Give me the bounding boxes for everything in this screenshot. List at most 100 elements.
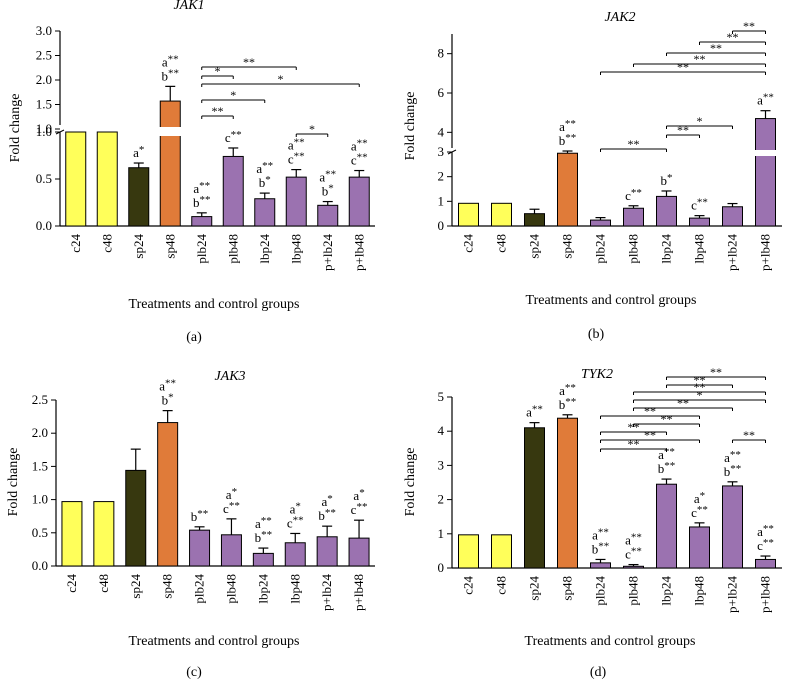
comparison-stars: ** [710,365,722,379]
x-axis-label: Treatments and control groups [525,634,696,649]
stars: ** [294,137,305,149]
significance-letter: a* [290,500,301,516]
x-tick-label: lbp24 [659,576,674,606]
bar-c48 [491,534,512,569]
comparison-stars: ** [644,428,656,442]
y-tick-label: 0.5 [36,171,52,186]
significance-letter: a* [694,490,705,506]
x-tick-label: sp48 [560,234,575,259]
x-tick-label: plb48 [626,234,641,264]
x-tick-label: plb48 [626,576,641,606]
letter: a [694,491,700,506]
comparison-stars: ** [694,52,706,66]
stars: * [328,183,334,195]
stars: ** [231,129,242,141]
letter: a [193,181,199,196]
significance-letter: a* [322,493,333,509]
bar-lbp24 [656,195,677,227]
x-tick-label: lbp48 [288,234,303,264]
y-axis-label: Fold change [403,92,418,161]
significance-letter: c** [351,501,368,517]
letter: b [191,509,198,524]
letter: a [290,501,296,516]
bar-lbp24 [254,198,276,227]
panel-label: (a) [186,330,202,345]
letter: b [658,461,665,476]
letter: c [288,152,294,167]
x-tick-label: c48 [494,234,509,253]
letter: b [318,508,325,523]
panel-d: TYK2 Treatments and control groups Fold … [403,365,782,680]
stars: ** [664,460,675,472]
significance-letter: b** [592,540,610,556]
comparison-stars: ** [212,104,224,118]
stars: * [359,487,365,499]
stars: ** [697,197,708,209]
x-tick-label: sp24 [527,576,542,601]
bar-lbp48 [285,176,307,227]
y-tick-label: 5 [438,389,445,404]
letter: b [259,175,266,190]
bar-plb24 [189,529,211,567]
letter: a [255,516,261,531]
comparison-stars: * [697,388,703,402]
y-tick-label: 2.0 [32,425,48,440]
axis-break-mark [55,129,65,135]
bar-c48 [93,501,115,567]
letter: a [625,533,631,548]
comparison-stars: ** [661,412,673,426]
significance-letter: b** [658,460,676,476]
significance-brackets: ******** [201,55,360,137]
comparison-stars: ** [743,428,755,442]
significance-letter: a** [319,169,336,185]
y-tick-label: 8 [438,46,445,61]
significance-letter: a** [255,515,272,531]
significance-letter: b* [322,183,334,199]
letter: c [225,130,231,145]
comparison-stars: ** [727,30,739,44]
letter: a [724,450,730,465]
significance-letter: b* [162,392,174,408]
letter: a [162,54,168,69]
stars: ** [565,118,576,130]
x-tick-label: c24 [461,234,476,253]
stars: ** [565,132,576,144]
significance-letter: a** [193,180,210,196]
stars: ** [631,546,642,558]
stars: ** [356,501,367,513]
stars: ** [598,540,609,552]
x-tick-label: c24 [64,574,79,593]
bar-lbp48 [284,542,306,567]
axes: 0.0 0.5 1.0 1.5 2.0 2.5 c24 c48 sp24 sp48 plb24 plb… [32,392,375,611]
bar-sp48 [159,100,181,227]
bar-plb24 [590,219,611,227]
x-tick-label: plb24 [194,234,209,264]
y-tick-label: 3 [438,144,445,159]
bar-c24 [458,534,479,569]
letter: a [319,170,325,185]
y-tick-label: 6 [438,85,445,100]
y-tick-label: 0 [438,218,445,233]
stars: ** [293,514,304,526]
comparison-stars: * [278,72,284,86]
letter: c [351,153,357,168]
significance-letter: b** [193,194,211,210]
letter: a [226,487,232,502]
significance-letter: a** [592,526,609,542]
letter: b [724,464,731,479]
stars: ** [199,180,210,192]
y-tick-label: 4 [438,423,445,438]
significance-letter: c** [757,537,774,553]
significance-letter: a* [133,144,144,160]
x-axis-label: Treatments and control groups [129,297,300,312]
bar-sp24 [524,213,545,227]
x-tick-label: c48 [96,574,111,593]
y-axis-label: Fold change [403,448,418,517]
significance-letter: a* [353,487,364,503]
significance-letter: b** [318,507,336,523]
x-tick-label: plb48 [223,574,238,604]
significance-letter: a** [559,118,576,134]
comparison-stars: ** [677,396,689,410]
letter: a [658,447,664,462]
